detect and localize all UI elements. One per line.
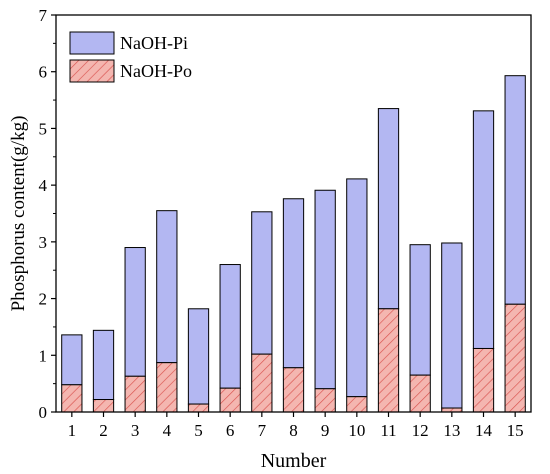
legend-label-naoh-po: NaOH-Po [120, 61, 192, 81]
bar-naoh-pi [156, 210, 178, 364]
bar-naoh-pi [61, 334, 83, 386]
legend-label-naoh-pi: NaOH-Pi [120, 33, 188, 53]
x-axis-label: Number [261, 450, 327, 472]
bar-naoh-po [92, 399, 115, 413]
x-tick-label: 14 [475, 421, 493, 440]
y-axis-label: Phosphorus content(g/kg) [8, 116, 29, 312]
bar-naoh-pi [251, 211, 273, 355]
bar-naoh-po [219, 387, 241, 413]
bar-naoh-po [282, 367, 305, 413]
bar-naoh-pi [409, 244, 431, 376]
x-tick-label: 15 [507, 421, 524, 440]
legend-swatch-naoh-po [69, 59, 115, 83]
x-tick-label: 3 [131, 421, 140, 440]
bar-naoh-pi [377, 108, 400, 310]
x-tick-label: 7 [258, 421, 267, 440]
legend-swatch-naoh-pi [69, 31, 115, 55]
bar-naoh-po [187, 403, 210, 413]
y-tick-label: 6 [39, 63, 48, 82]
y-tick-label: 1 [39, 346, 48, 365]
x-tick-label: 1 [68, 421, 77, 440]
x-tick-label: 2 [99, 421, 108, 440]
legend: NaOH-Pi NaOH-Po [69, 31, 192, 83]
bar-naoh-po [346, 396, 368, 413]
y-axis: 0 1 2 3 4 5 6 7 [39, 6, 56, 422]
y-tick-label: 5 [39, 119, 48, 138]
bar-naoh-pi [504, 75, 526, 305]
bar-naoh-po [156, 362, 178, 413]
bar-naoh-po [504, 303, 526, 413]
bar-naoh-pi [92, 329, 115, 401]
x-axis: 1 2 3 4 5 6 7 8 9 10 11 12 13 14 15 [68, 412, 524, 440]
x-tick-label: 9 [321, 421, 330, 440]
y-tick-label: 0 [39, 403, 48, 422]
y-tick-label: 3 [39, 233, 48, 252]
bar-naoh-pi [282, 198, 305, 369]
x-tick-label: 4 [163, 421, 172, 440]
x-tick-label: 12 [412, 421, 429, 440]
x-tick-label: 6 [226, 421, 235, 440]
bar-naoh-pi [441, 242, 463, 409]
bar-naoh-pi [124, 247, 146, 377]
bar-naoh-po [409, 374, 431, 413]
y-tick-label: 7 [39, 6, 48, 25]
x-tick-label: 11 [380, 421, 396, 440]
bar-naoh-po [472, 347, 495, 413]
bar-naoh-pi [219, 264, 241, 389]
bar-naoh-po [314, 388, 336, 413]
bar-naoh-po [251, 353, 273, 413]
x-tick-label: 13 [443, 421, 460, 440]
y-tick-label: 4 [39, 176, 48, 195]
bar-naoh-pi [346, 178, 368, 398]
bar-naoh-po [124, 375, 146, 413]
bar-naoh-po [61, 384, 83, 413]
bar-naoh-po [377, 308, 400, 413]
x-tick-label: 10 [348, 421, 365, 440]
x-tick-label: 8 [289, 421, 298, 440]
bar-naoh-pi [472, 110, 495, 349]
y-tick-label: 2 [39, 290, 48, 309]
x-tick-label: 5 [194, 421, 203, 440]
bar-naoh-pi [314, 189, 336, 390]
bars-layer [61, 75, 526, 413]
bar-naoh-pi [187, 308, 210, 405]
